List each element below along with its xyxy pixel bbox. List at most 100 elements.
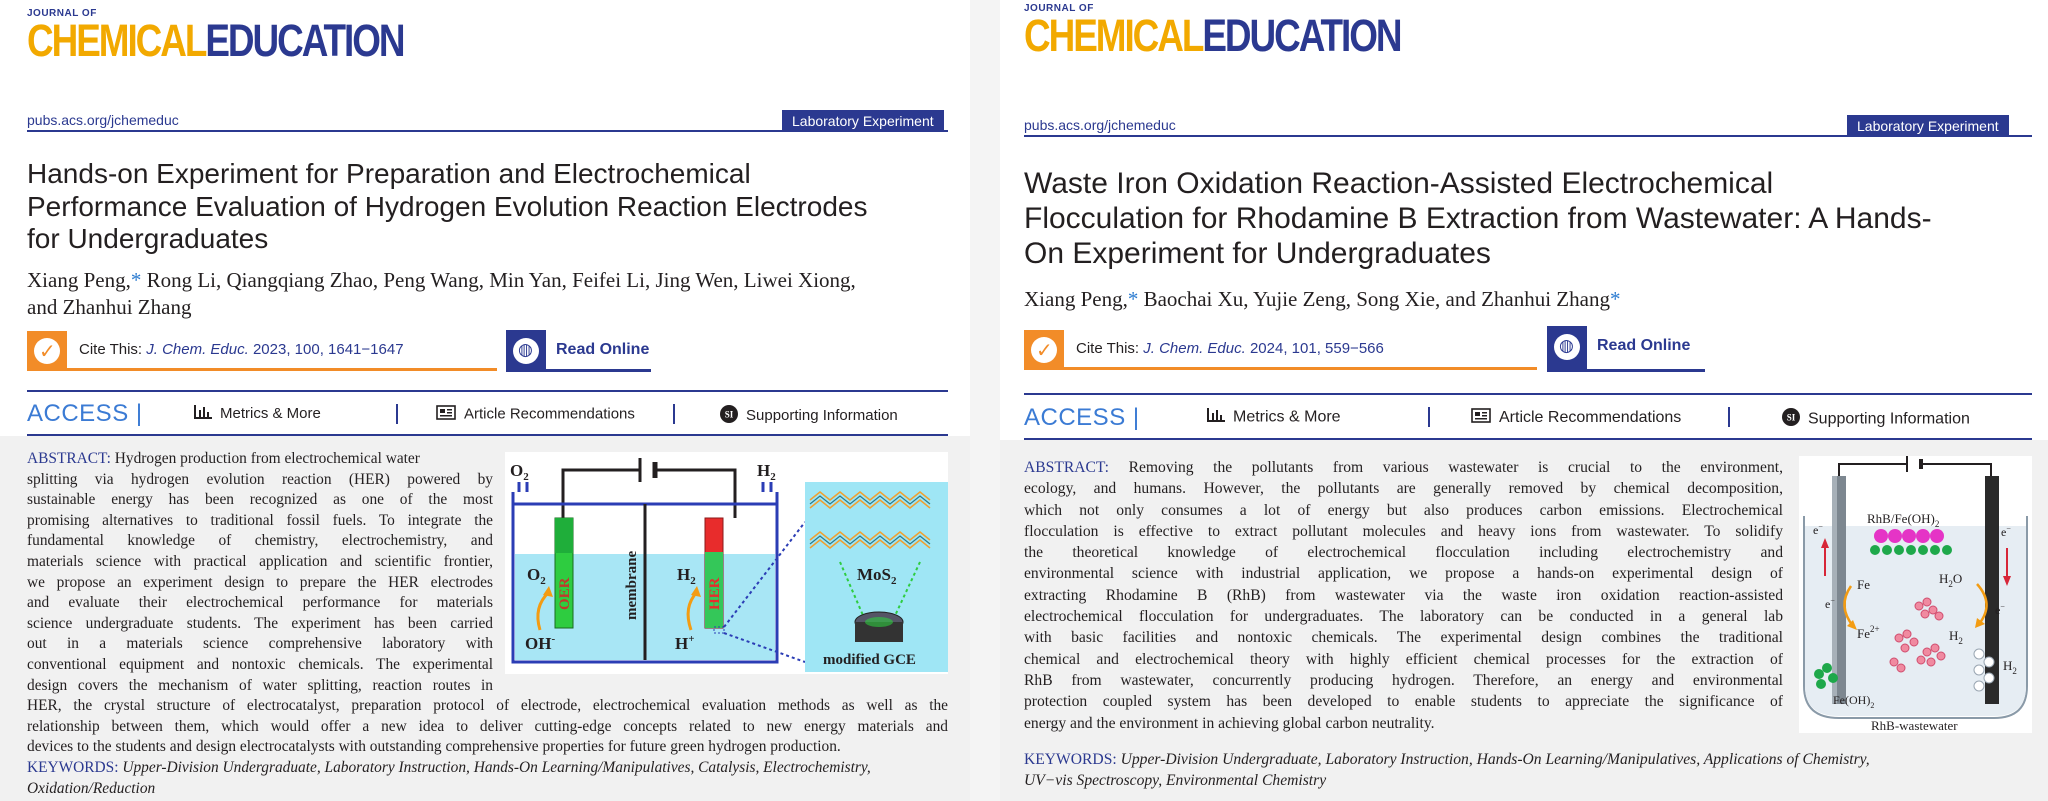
supporting-information-link[interactable]: SI Supporting Information xyxy=(720,405,898,427)
access-label: ACCESS | xyxy=(27,400,143,427)
abstract-line: chemical and electrochemical theory with… xyxy=(1024,650,1783,668)
access-bar: ACCESS | Metrics & More Article Recommen… xyxy=(1024,393,2032,440)
read-online-button[interactable]: ◍ Read Online xyxy=(506,330,651,373)
author-names[interactable]: Baochai Xu, Yujie Zeng, Song Xie, and Zh… xyxy=(1143,287,1610,311)
flocculation-cell-illustration: RhB/Fe(OH)2 e− e− Fe e− Fe2+ H2O e− H2 H… xyxy=(1803,456,2028,733)
corresponding-star-icon: * xyxy=(1609,287,1621,311)
author-list: Xiang Peng, * Baochai Xu, Yujie Zeng, Son… xyxy=(1024,286,1620,313)
read-online-underline xyxy=(1547,369,1705,372)
oh-label: OH- xyxy=(525,633,555,653)
metrics-more-link[interactable]: Metrics & More xyxy=(1207,408,1341,427)
h2-label: H2 xyxy=(2003,658,2017,676)
abstract-label: ABSTRACT: xyxy=(1024,459,1110,476)
rhb-wastewater-label: RhB-wastewater xyxy=(1871,718,1958,733)
separator xyxy=(1428,407,1430,427)
globe-icon: ◍ xyxy=(506,330,546,372)
article-type-badge: Laboratory Experiment xyxy=(1847,115,2009,137)
toc-graphic-flocculation-cell: RhB/Fe(OH)2 e− e− Fe e− Fe2+ H2O e− H2 H… xyxy=(1799,456,2032,733)
globe-icon: ◍ xyxy=(1547,326,1587,372)
svg-text:SI: SI xyxy=(1787,413,1796,423)
abstract-text: ABSTRACT: Removing the pollutants from v… xyxy=(1024,457,1783,734)
her-label: HER xyxy=(707,577,723,610)
abstract-text-narrow: ABSTRACT: Hydrogen production from elect… xyxy=(27,449,493,696)
cite-reference[interactable]: J. Chem. Educ. 2023, 100, 1641−1647 xyxy=(146,341,403,358)
metrics-more-link[interactable]: Metrics & More xyxy=(194,405,321,423)
article-recommendations-link[interactable]: Article Recommendations xyxy=(436,405,635,424)
journal-logo[interactable]: JOURNAL OF CHEMICALEDUCATION xyxy=(1024,4,1483,59)
abstract-line: conventional equipment and nontoxic chem… xyxy=(27,655,493,673)
cite-journal: J. Chem. Educ. xyxy=(1143,340,1246,357)
abstract-line: electrochemical flocculation for undergr… xyxy=(1024,608,1783,626)
supporting-information-link[interactable]: SI Supporting Information xyxy=(1782,408,1970,431)
journal-url[interactable]: pubs.acs.org/jchemeduc xyxy=(27,112,179,128)
o2-label: O2 xyxy=(527,565,546,587)
cite-volume-pages: 2024, 101, 559−566 xyxy=(1249,340,1384,357)
author-name[interactable]: Xiang Peng, xyxy=(1024,287,1128,311)
fe-label: Fe xyxy=(1857,577,1870,592)
abstract-line: devices to the students and design elect… xyxy=(27,738,841,756)
read-online-button[interactable]: ◍ Read Online xyxy=(1547,326,1705,373)
check-circle-icon: ✓ xyxy=(27,331,67,371)
abstract-line: the theoretical knowledge of electrochem… xyxy=(1024,544,1783,562)
journal-logo-wordmark: CHEMICALEDUCATION xyxy=(27,18,406,63)
abstract-line: which not only consumes a lot of energy … xyxy=(1024,501,1783,519)
title-line: Flocculation for Rhodamine B Extraction … xyxy=(1024,202,1932,235)
abstract-line: science undergraduate students. The expe… xyxy=(27,614,493,632)
article-title: Hands-on Experiment for Preparation and … xyxy=(27,158,867,256)
cite-this-box[interactable]: ✓ Cite This: J. Chem. Educ. 2024, 101, 5… xyxy=(1024,330,1537,372)
corresponding-star-icon: * xyxy=(130,268,142,292)
h2-label: H2 xyxy=(1949,628,1963,646)
keywords-list[interactable]: Upper-Division Undergraduate, Laboratory… xyxy=(122,759,871,776)
abstract-line: promising alternatives to traditional fo… xyxy=(27,511,493,529)
feoh2-label: Fe(OH)2 xyxy=(1833,693,1874,710)
abstract-line: relationship between them, which would o… xyxy=(27,717,948,735)
fe2plus-label: Fe2+ xyxy=(1857,624,1880,641)
oer-label: OER xyxy=(557,577,573,610)
keywords-list[interactable]: Upper-Division Undergraduate, Laboratory… xyxy=(1120,751,1870,768)
journal-logo[interactable]: JOURNAL OF CHEMICALEDUCATION xyxy=(27,9,486,64)
si-label: Supporting Information xyxy=(1808,410,1970,428)
cite-underline xyxy=(1024,367,1537,370)
right-article: JOURNAL OF CHEMICALEDUCATION pubs.acs.or… xyxy=(1000,0,2048,801)
journal-url[interactable]: pubs.acs.org/jchemeduc xyxy=(1024,117,1176,133)
keywords: KEYWORDS: Upper-Division Undergraduate, … xyxy=(27,758,957,799)
si-label: Supporting Information xyxy=(746,406,898,424)
logo-chemical: CHEMICAL xyxy=(27,15,207,66)
electron-label: e− xyxy=(1825,596,1835,611)
author-names[interactable]: Rong Li, Qiangqiang Zhao, Peng Wang, Min… xyxy=(146,268,856,292)
article-recommendations-link[interactable]: Article Recommendations xyxy=(1471,408,1681,428)
cite-this-box[interactable]: ✓ Cite This: J. Chem. Educ. 2023, 100, 1… xyxy=(27,331,497,373)
svg-text:SI: SI xyxy=(725,410,734,420)
cite-text: Cite This: J. Chem. Educ. 2023, 100, 164… xyxy=(79,341,404,358)
abstract-line: RhB from wastewater, concurrently produc… xyxy=(1024,671,1783,689)
cite-reference[interactable]: J. Chem. Educ. 2024, 101, 559−566 xyxy=(1143,340,1384,357)
mos2-label: MoS2 xyxy=(857,565,897,587)
cite-label: Cite This: xyxy=(1076,340,1140,357)
read-online-label: Read Online xyxy=(556,341,650,358)
h2-label: H2 xyxy=(677,565,696,587)
read-online-label: Read Online xyxy=(1597,337,1691,354)
si-icon: SI xyxy=(720,405,738,427)
recommendations-icon xyxy=(436,405,456,424)
keywords-list[interactable]: UV−vis Spectroscopy, Environmental Chemi… xyxy=(1024,772,1327,790)
journal-logo-wordmark: CHEMICALEDUCATION xyxy=(1024,13,1403,58)
keywords-list[interactable]: Oxidation/Reduction xyxy=(27,779,156,797)
keywords-label: KEYWORDS: xyxy=(27,759,119,776)
author-names[interactable]: and Zhanhui Zhang xyxy=(27,295,192,319)
metrics-label: Metrics & More xyxy=(220,405,321,422)
author-name[interactable]: Xiang Peng, xyxy=(27,268,131,292)
abstract-label: ABSTRACT: xyxy=(27,450,111,467)
abstract-line: materials science with practical applica… xyxy=(27,552,493,570)
logo-chemical: CHEMICAL xyxy=(1024,10,1204,61)
gce-label: modified GCE xyxy=(823,652,916,668)
cite-label: Cite This: xyxy=(79,341,143,358)
recommendations-label: Article Recommendations xyxy=(464,405,635,423)
cite-journal: J. Chem. Educ. xyxy=(146,341,249,358)
abstract-line: we propose an experiment design to prepa… xyxy=(27,573,493,591)
abstract-line: Hydrogen production from electrochemical… xyxy=(114,450,420,467)
abstract-line: out in a materials science comprehensive… xyxy=(27,635,493,653)
logo-education: EDUCATION xyxy=(1202,10,1402,61)
title-line: for Undergraduates xyxy=(27,223,269,254)
membrane-label: membrane xyxy=(624,551,640,620)
title-line: Hands-on Experiment for Preparation and … xyxy=(27,158,751,189)
